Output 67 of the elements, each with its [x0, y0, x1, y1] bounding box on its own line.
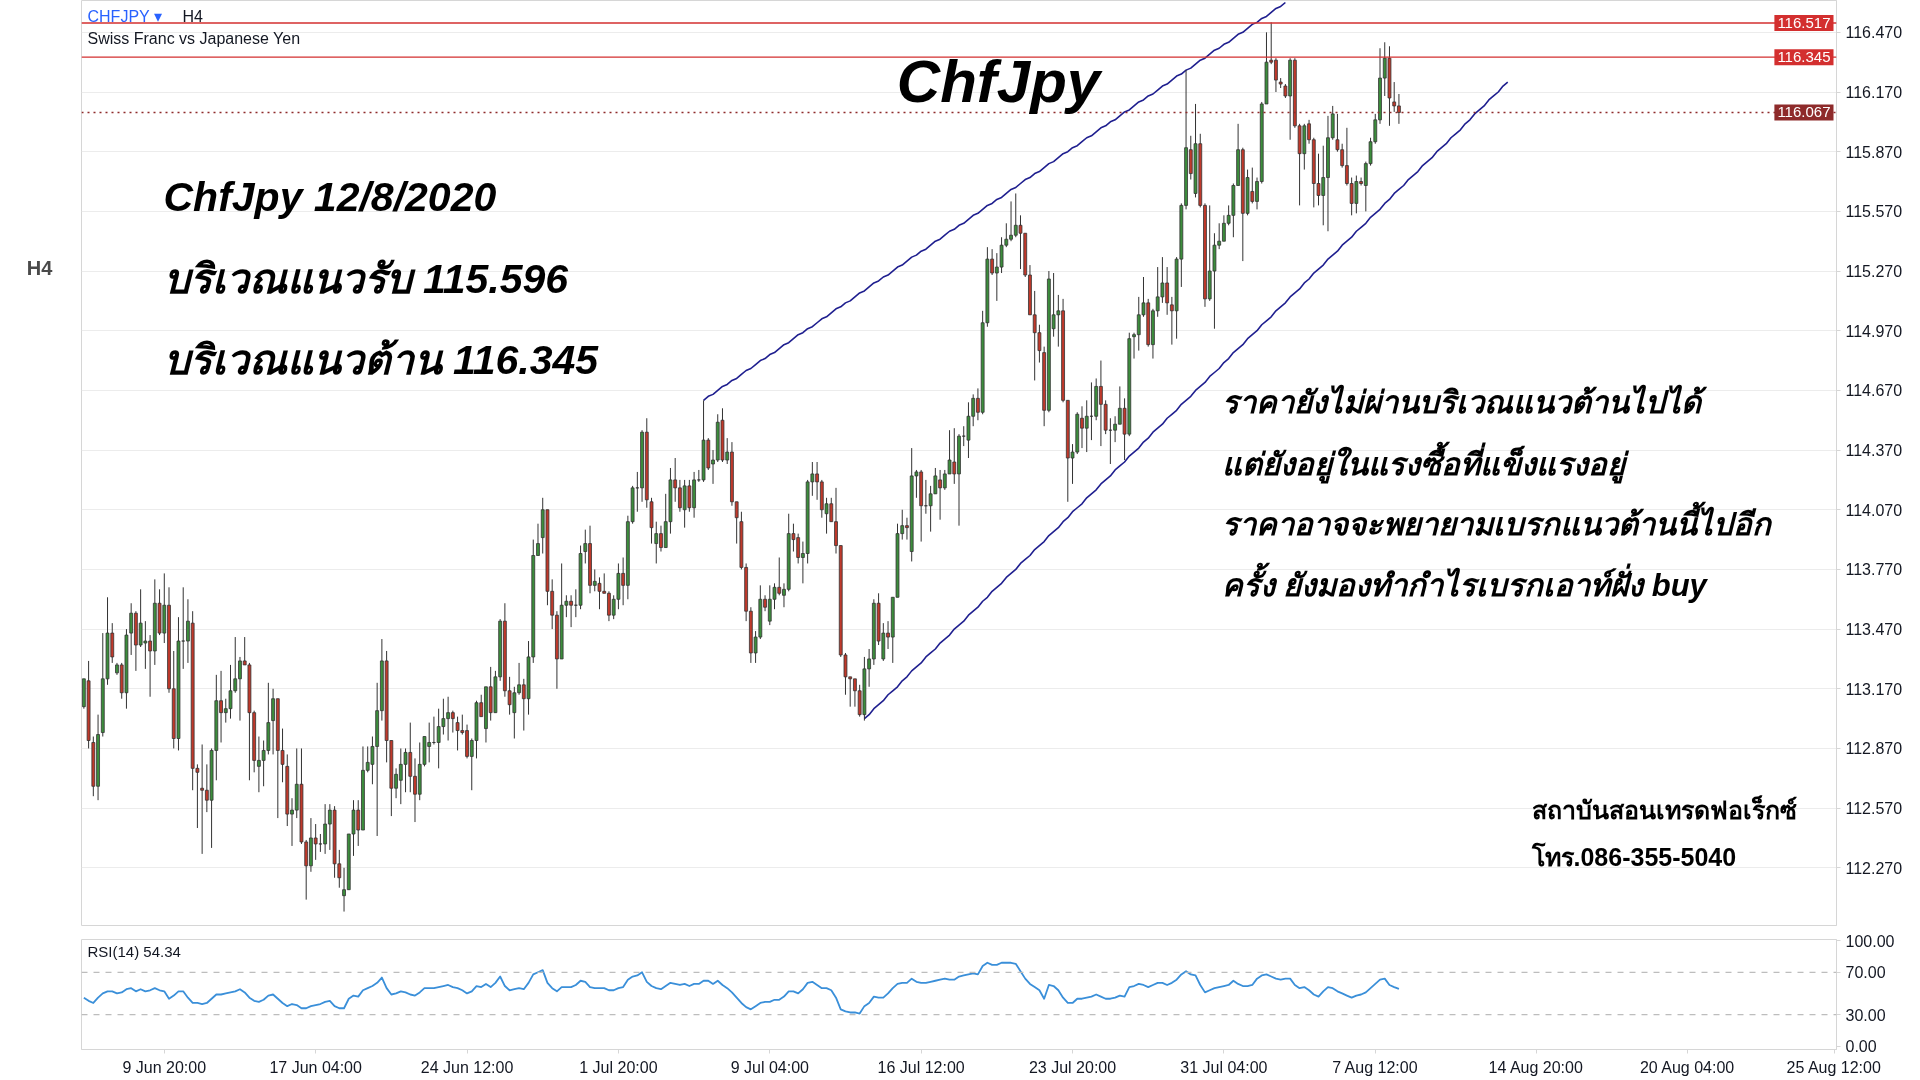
x-tick-label: 23 Jul 20:00	[1028, 1058, 1117, 1076]
y-tick-label: 113.470	[1845, 621, 1903, 639]
y-tick-label: 113.170	[1845, 680, 1903, 698]
y-tick-label: 112.270	[1845, 859, 1903, 877]
annotation: บริเวณแนวรับ 115.596	[163, 255, 570, 302]
x-tick-label: 16 Jul 12:00	[877, 1058, 965, 1076]
annotation: สถาบันสอนเทรดฟอเร็กซ์	[1531, 794, 1797, 824]
y-tick-label: 30.00	[1845, 1006, 1886, 1024]
y-tick-label: 100.00	[1845, 932, 1895, 950]
annotation: ครั้ง ยังมองทำกำไรเบรกเอาท์ฝั่ง buy	[1221, 562, 1709, 603]
y-tick-label: 116.170	[1845, 84, 1903, 102]
candlestick	[228, 664, 233, 720]
candlestick	[138, 588, 143, 648]
candlestick	[143, 620, 148, 670]
candlestick	[1392, 81, 1397, 113]
y-tick-label: 116.470	[1845, 24, 1903, 42]
annotation: ChfJpy 12/8/2020	[163, 173, 497, 220]
annotation: H4	[182, 8, 204, 25]
ref-line-label: 116.345	[1777, 48, 1831, 66]
x-tick-label: 17 Jun 04:00	[269, 1058, 363, 1076]
y-tick-label: 112.870	[1845, 740, 1903, 758]
annotation: โทร.086-355-5040	[1530, 841, 1737, 871]
ref-line-label: 116.517	[1777, 13, 1831, 31]
x-tick-label: 1 Jul 20:00	[579, 1058, 658, 1076]
x-tick-label: 25 Aug 12:00	[1786, 1058, 1881, 1076]
y-tick-label: 113.770	[1845, 561, 1903, 579]
y-tick-label: 114.370	[1845, 442, 1903, 460]
text: Swiss Franc vs Japanese Yen	[87, 30, 301, 47]
candlestick	[1354, 175, 1359, 214]
y-tick-label: 0.00	[1845, 1038, 1877, 1056]
chart-title: RSI(14) 54.34	[87, 943, 181, 960]
y-tick-label: 115.270	[1845, 263, 1903, 281]
y-tick-label: 70.00	[1845, 964, 1886, 982]
y-tick-label: 114.070	[1845, 501, 1903, 519]
annotation: ราคายังไม่ผ่านบริเวณแนวต้านไปได้	[1221, 384, 1708, 420]
ref-line-label: 116.067	[1777, 103, 1831, 121]
candlestick	[1084, 399, 1089, 453]
text: H4	[26, 256, 54, 279]
candlestick	[450, 710, 455, 734]
x-tick-label: 24 Jun 12:00	[420, 1058, 514, 1076]
y-tick-label: 114.970	[1845, 322, 1903, 340]
x-tick-label: 20 Aug 04:00	[1639, 1058, 1735, 1076]
candlestick	[654, 521, 659, 564]
candlestick	[455, 716, 460, 751]
x-tick-label: 31 Jul 04:00	[1180, 1058, 1268, 1076]
candlestick	[436, 708, 441, 769]
y-tick-label: 114.670	[1845, 382, 1903, 400]
candlestick	[966, 401, 971, 459]
x-tick-label: 14 Aug 20:00	[1488, 1058, 1583, 1076]
x-tick-label: 9 Jun 20:00	[122, 1058, 207, 1076]
candlestick	[129, 602, 134, 656]
candlestick	[597, 576, 602, 610]
y-tick-label: 115.870	[1845, 143, 1903, 161]
y-tick-label: 112.570	[1845, 800, 1903, 818]
candlestick	[403, 747, 408, 793]
y-tick-label: 115.570	[1845, 203, 1903, 221]
x-tick-label: 7 Aug 12:00	[1332, 1058, 1418, 1076]
candlestick	[687, 479, 692, 513]
annotation: CHFJPY ▾	[87, 8, 162, 25]
annotation: ราคาอาจจะพยายามเบรกแนวต้านนี้ไปอีก	[1221, 501, 1773, 542]
x-tick-label: 9 Jul 04:00	[730, 1058, 810, 1076]
text: ChfJpy	[896, 48, 1103, 115]
candlestick	[682, 479, 687, 529]
annotation: บริเวณแนวต้าน 116.345	[163, 336, 600, 383]
annotation: แต่ยังอยู่ในแรงซื้อที่แข็งแรงอยู่	[1221, 441, 1630, 484]
candlestick	[999, 236, 1004, 274]
line-series	[82, 961, 1400, 1015]
